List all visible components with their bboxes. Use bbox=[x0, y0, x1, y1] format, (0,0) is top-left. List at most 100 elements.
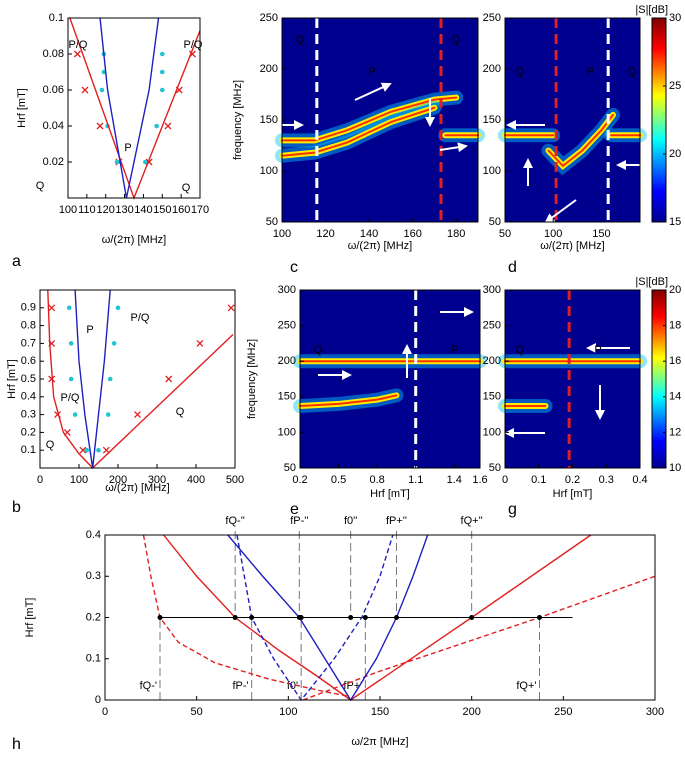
y-tick-label: 0.3 bbox=[21, 409, 36, 421]
x-tick-label: 150 bbox=[153, 204, 171, 216]
x-tick-label: 1.6 bbox=[472, 474, 487, 486]
data-cross bbox=[165, 375, 173, 383]
y-tick-label: 0.6 bbox=[21, 355, 36, 367]
y-tick-label: 0.2 bbox=[21, 426, 36, 438]
y-tick-label: 0.8 bbox=[21, 320, 36, 332]
region-label: Q bbox=[628, 66, 637, 78]
panel-letter: c bbox=[290, 259, 298, 276]
region-label: P bbox=[86, 324, 93, 336]
plot-frame bbox=[67, 17, 201, 199]
marker-label: fP-'' bbox=[290, 515, 308, 527]
data-cross bbox=[134, 411, 141, 419]
y-tick-label: 0.2 bbox=[86, 611, 101, 623]
y-tick-label: 150 bbox=[278, 391, 296, 403]
x-tick-label: 0.2 bbox=[565, 474, 580, 486]
y-axis-label: Hrf [mT] bbox=[16, 88, 28, 128]
data-cross bbox=[81, 86, 89, 94]
colorbar-tick-label: 20 bbox=[669, 148, 681, 160]
x-tick-label: 50 bbox=[499, 228, 511, 240]
region-label: Q bbox=[182, 182, 191, 194]
marker-label: fQ+' bbox=[516, 680, 536, 692]
x-tick-label: 1.4 bbox=[447, 474, 462, 486]
colorbar-label: |S|[dB] bbox=[635, 276, 668, 288]
colorbar-tick-label: 25 bbox=[669, 80, 681, 92]
y-tick-label: 200 bbox=[483, 355, 501, 367]
y-tick-label: 150 bbox=[483, 391, 501, 403]
colorbar-tick-label: 16 bbox=[669, 355, 681, 367]
data-cross bbox=[96, 122, 104, 130]
data-dot bbox=[72, 412, 78, 417]
data-cross bbox=[196, 339, 204, 347]
panel-letter: d bbox=[508, 259, 517, 276]
panel-letter: b bbox=[12, 499, 21, 516]
y-axis-label: Hrf [mT] bbox=[24, 598, 36, 638]
intersection-dot bbox=[362, 615, 368, 620]
colorbar-tick-label: 20 bbox=[669, 284, 681, 296]
region-label: Q bbox=[176, 406, 185, 418]
data-dot bbox=[105, 412, 111, 417]
x-tick-label: 100 bbox=[273, 228, 291, 240]
y-tick-label: 50 bbox=[266, 216, 278, 228]
y-tick-label: 150 bbox=[260, 114, 278, 126]
x-tick-label: 0 bbox=[502, 474, 508, 486]
data-dot bbox=[115, 305, 121, 311]
y-tick-label: 200 bbox=[260, 63, 278, 75]
colorbar-tick-label: 18 bbox=[669, 320, 681, 332]
y-tick-label: 0.3 bbox=[86, 570, 101, 582]
y-tick-label: 100 bbox=[260, 165, 278, 177]
data-dot bbox=[66, 305, 72, 311]
data-dot bbox=[68, 341, 74, 346]
marker-label: fQ-' bbox=[140, 680, 157, 692]
data-dot bbox=[68, 376, 74, 382]
y-tick-label: 0.1 bbox=[86, 653, 101, 665]
marker-label: fQ-'' bbox=[225, 515, 244, 527]
marker-label: fP+'' bbox=[386, 515, 407, 527]
data-cross bbox=[227, 304, 235, 312]
data-dot bbox=[107, 376, 113, 382]
y-tick-label: 300 bbox=[278, 284, 296, 296]
heatmap-background bbox=[505, 18, 640, 222]
plot-frame bbox=[299, 289, 481, 469]
intersection-dot bbox=[157, 615, 163, 620]
data-dot bbox=[159, 87, 165, 93]
x-axis-label: ω/(2π) [MHz] bbox=[540, 240, 604, 252]
region-label: P bbox=[586, 66, 593, 78]
marker-label: fP-' bbox=[233, 680, 249, 692]
x-tick-label: 0.3 bbox=[599, 474, 614, 486]
y-tick-label: 50 bbox=[489, 216, 501, 228]
y-axis-label: Hrf [mT] bbox=[6, 359, 18, 399]
region-label: Q bbox=[516, 66, 525, 78]
x-axis-label: Hrf [mT] bbox=[370, 488, 410, 500]
panel-letter: g bbox=[508, 501, 517, 518]
plot-area bbox=[68, 18, 200, 198]
x-tick-label: 200 bbox=[462, 706, 480, 718]
colorbar bbox=[651, 289, 667, 469]
intersection-dot bbox=[296, 615, 302, 620]
y-tick-label: 100 bbox=[483, 426, 501, 438]
x-tick-label: 300 bbox=[646, 706, 664, 718]
curve bbox=[142, 534, 348, 697]
x-axis-label: ω/(2π) [MHz] bbox=[102, 234, 166, 246]
region-label: P bbox=[368, 66, 375, 78]
x-tick-label: 300 bbox=[148, 474, 166, 486]
colorbar-label: |S|[dB] bbox=[635, 4, 668, 16]
x-tick-label: 1.1 bbox=[408, 474, 423, 486]
x-tick-label: 0.8 bbox=[369, 474, 384, 486]
x-axis-label: Hrf [mT] bbox=[553, 488, 593, 500]
data-cross bbox=[48, 304, 56, 312]
y-tick-label: 0.4 bbox=[86, 529, 101, 541]
region-label: Q bbox=[296, 34, 305, 46]
x-tick-label: 160 bbox=[403, 228, 421, 240]
y-tick-label: 300 bbox=[483, 284, 501, 296]
x-tick-label: 120 bbox=[316, 228, 334, 240]
x-tick-label: 50 bbox=[191, 706, 203, 718]
data-dot bbox=[159, 69, 165, 75]
region-label: Q bbox=[516, 344, 525, 356]
marker-label: fQ+'' bbox=[461, 515, 483, 527]
data-cross bbox=[79, 446, 87, 454]
x-tick-label: 100 bbox=[544, 228, 562, 240]
arrow bbox=[544, 199, 577, 224]
intersection-dot bbox=[348, 615, 354, 620]
y-tick-label: 50 bbox=[489, 462, 501, 474]
